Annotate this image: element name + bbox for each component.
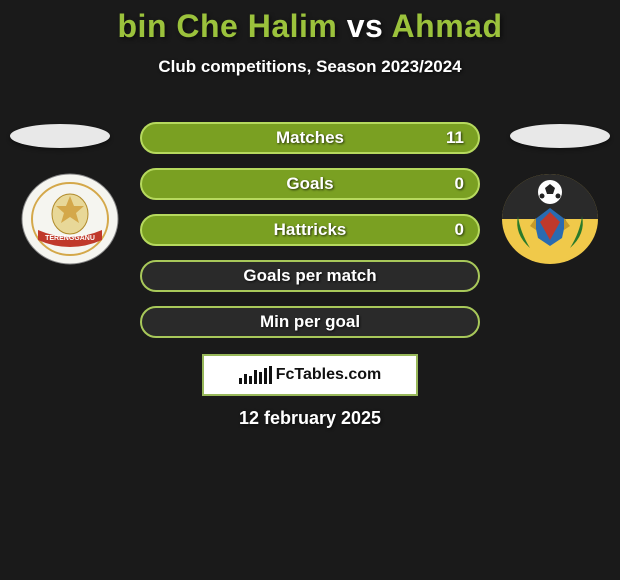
- watermark-box: FcTables.com: [202, 354, 418, 396]
- svg-text:TERENGGANU: TERENGGANU: [45, 235, 95, 242]
- player-a-name: bin Che Halim: [118, 8, 338, 44]
- stat-label: Goals: [286, 174, 333, 194]
- player-b-avatar: [510, 124, 610, 148]
- page-title: bin Che Halim vs Ahmad: [0, 0, 620, 45]
- stat-label: Min per goal: [260, 312, 360, 332]
- stat-row-min-per-goal: Min per goal: [140, 306, 480, 338]
- stat-row-matches: Matches 11: [140, 122, 480, 154]
- stat-row-goals: Goals 0: [140, 168, 480, 200]
- page-subtitle: Club competitions, Season 2023/2024: [0, 57, 620, 77]
- stat-label: Goals per match: [243, 266, 376, 286]
- terengganu-crest-icon: TERENGGANU: [20, 172, 120, 266]
- stat-label: Matches: [276, 128, 344, 148]
- stat-value: 0: [455, 220, 464, 240]
- stat-row-hattricks: Hattricks 0: [140, 214, 480, 246]
- stats-table: Matches 11 Goals 0 Hattricks 0 Goals per…: [140, 122, 480, 352]
- vs-text: vs: [337, 8, 391, 44]
- stat-value: 11: [446, 128, 464, 148]
- watermark-text: FcTables.com: [276, 366, 382, 384]
- stat-value: 0: [455, 174, 464, 194]
- club-badge-right: [500, 172, 600, 266]
- page-date: 12 february 2025: [0, 408, 620, 429]
- player-b-name: Ahmad: [392, 8, 503, 44]
- club-badge-left: TERENGGANU: [20, 172, 120, 266]
- opponent-crest-icon: [500, 172, 600, 266]
- stat-label: Hattricks: [274, 220, 347, 240]
- player-a-avatar: [10, 124, 110, 148]
- stat-row-goals-per-match: Goals per match: [140, 260, 480, 292]
- bar-chart-icon: [239, 366, 272, 384]
